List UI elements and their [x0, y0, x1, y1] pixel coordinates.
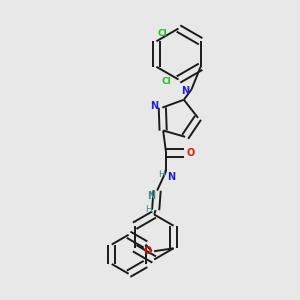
Text: O: O [187, 148, 195, 158]
Text: H: H [158, 169, 165, 178]
Text: Cl: Cl [161, 76, 171, 85]
Text: N: N [167, 172, 175, 182]
Text: H: H [145, 205, 152, 214]
Text: N: N [150, 101, 158, 111]
Text: N: N [148, 191, 156, 201]
Text: N: N [181, 86, 189, 96]
Text: O: O [143, 246, 152, 256]
Text: Cl: Cl [158, 29, 168, 38]
